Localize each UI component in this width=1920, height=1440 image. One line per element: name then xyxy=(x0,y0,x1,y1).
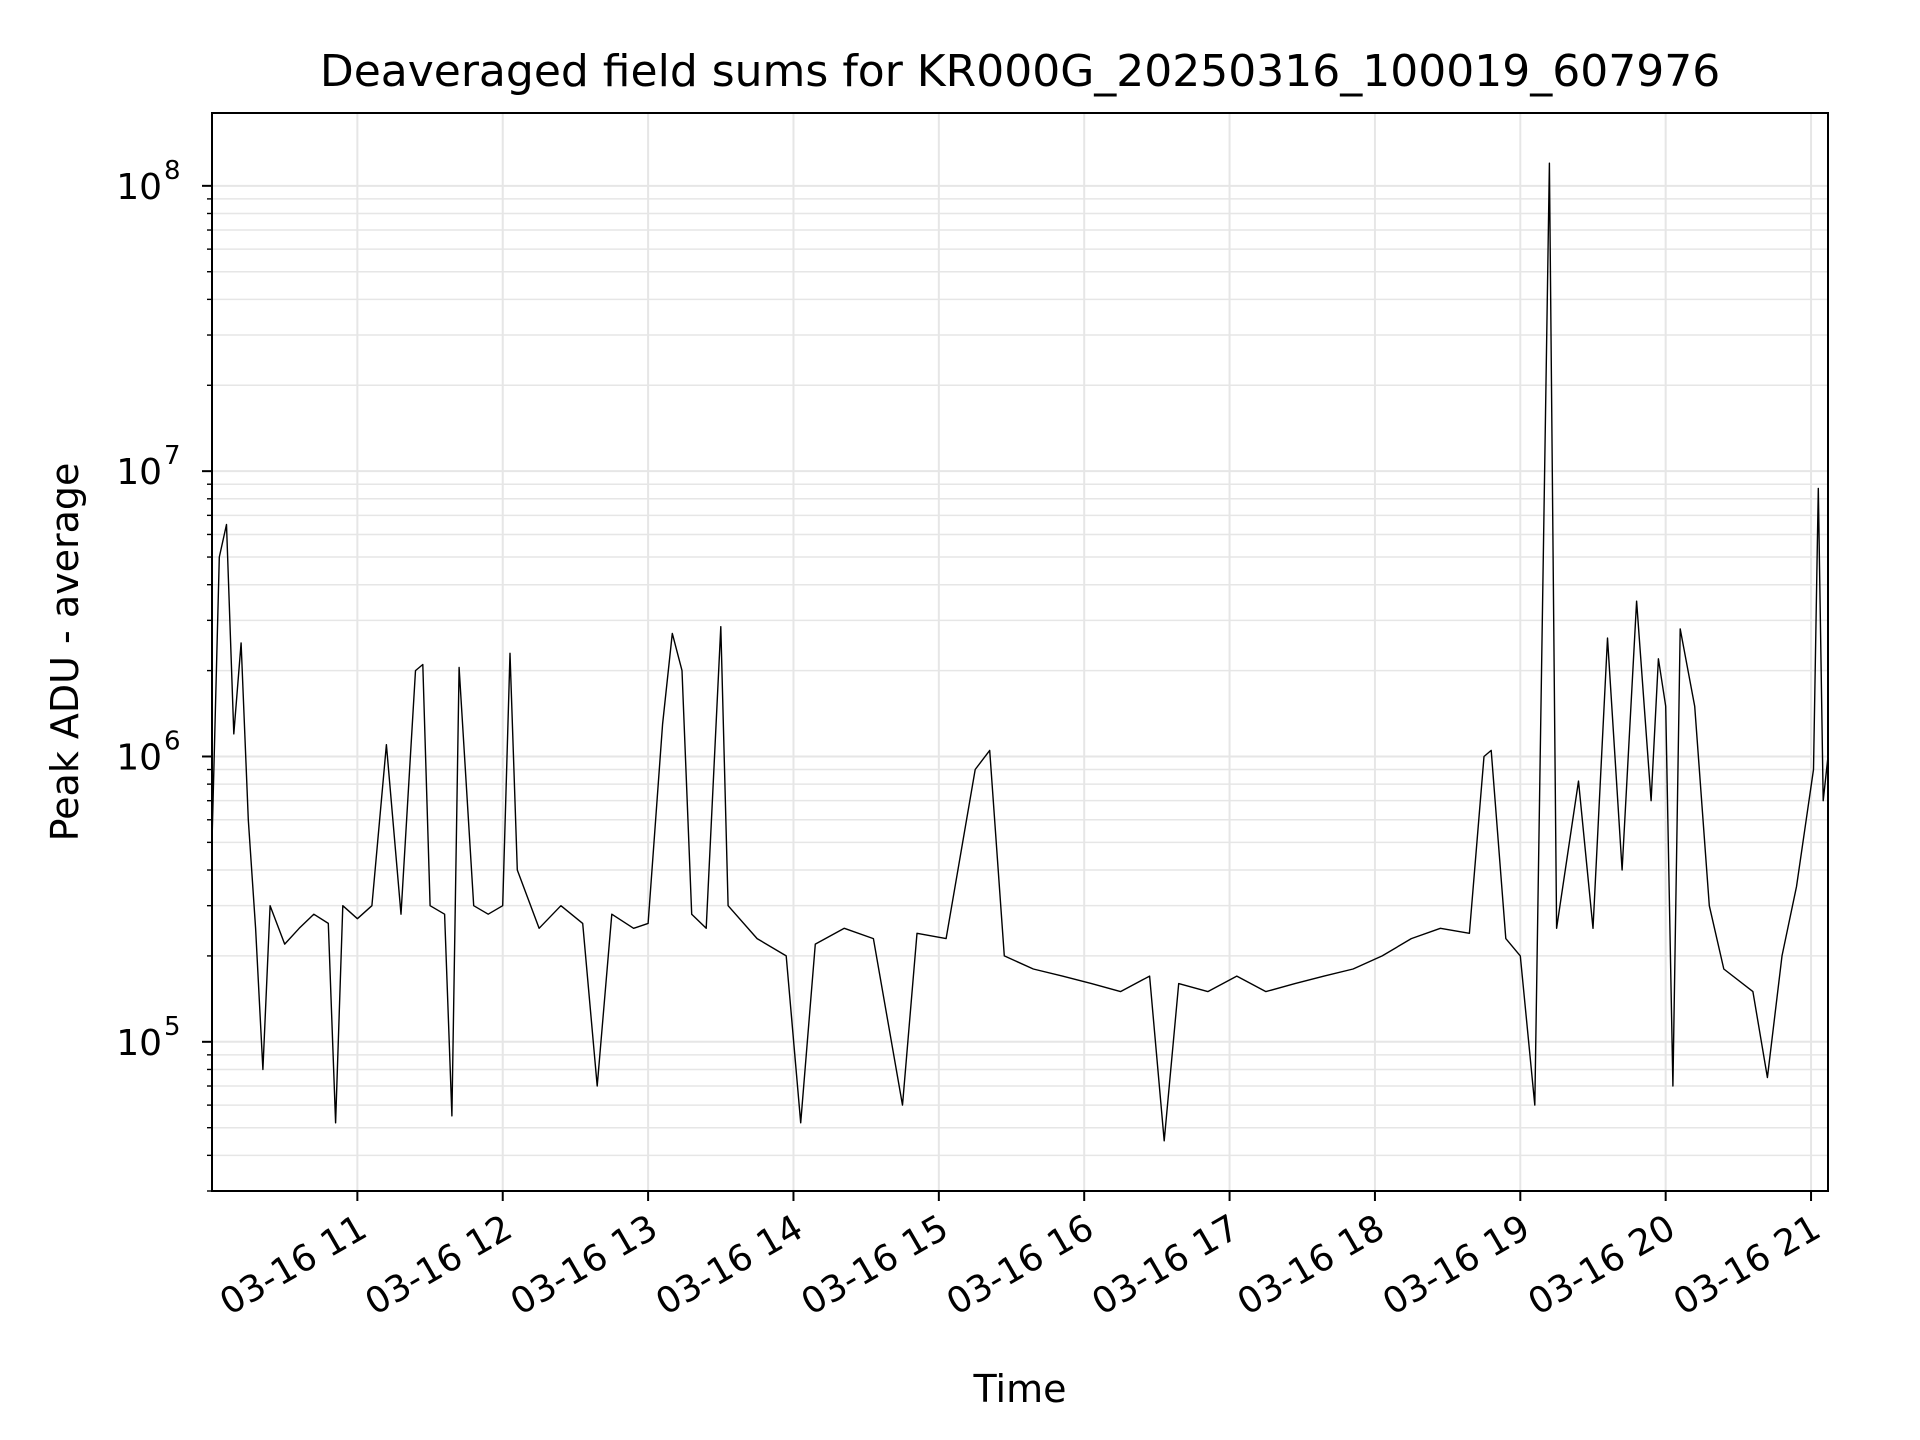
plot-frame xyxy=(211,112,1829,1192)
y-tick-exponent: 5 xyxy=(164,1012,181,1042)
chart-title: Deaveraged field sums for KR000G_2025031… xyxy=(320,46,1720,97)
grid xyxy=(212,113,1828,1192)
series-line xyxy=(212,162,1828,1142)
y-tick-label: 10 6 xyxy=(116,726,180,778)
y-axis-label: Peak ADU - average xyxy=(43,463,87,842)
y-tick-label: 10 7 xyxy=(116,441,180,493)
y-tick-label: 10 8 xyxy=(116,156,180,208)
y-tick-exponent: 8 xyxy=(164,156,181,186)
y-tick-base: 10 xyxy=(116,737,162,778)
y-tick-exponent: 7 xyxy=(164,441,181,471)
y-tick-base: 10 xyxy=(116,167,162,208)
y-tick-base: 10 xyxy=(116,1023,162,1064)
y-tick-label: 10 5 xyxy=(116,1012,180,1064)
y-tick-base: 10 xyxy=(116,452,162,493)
y-tick-exponent: 6 xyxy=(164,726,181,756)
x-axis-label: Time xyxy=(973,1367,1067,1411)
